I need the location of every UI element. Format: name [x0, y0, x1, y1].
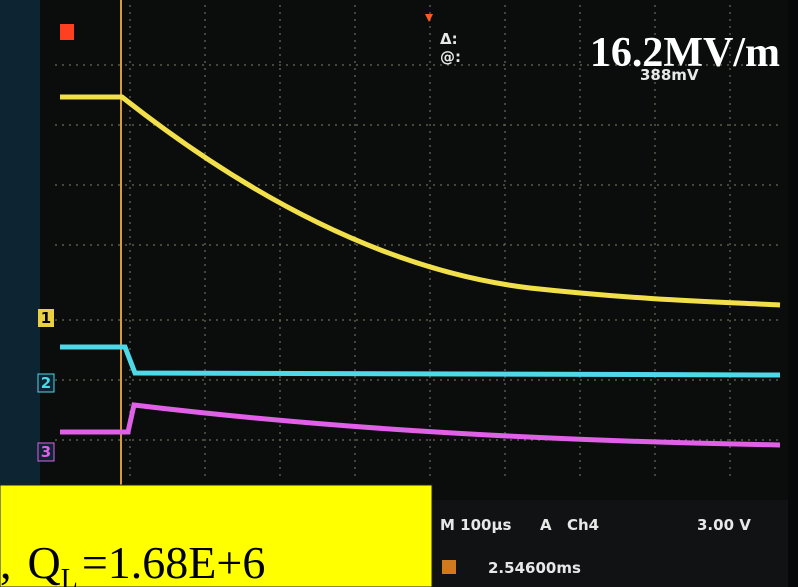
oscilloscope-photo: 1 2 3 Δ: @: 388mV 16.2MV/m M 100µs A Ch4…: [0, 0, 798, 587]
position-icon: [442, 560, 456, 574]
annotation-value: =1.68E+6: [82, 537, 265, 587]
timebase: M 100µs: [440, 516, 511, 534]
trigger-level: 3.00 V: [697, 516, 751, 534]
channel-label: 3: [41, 443, 51, 461]
annotation-subscript: L: [61, 564, 78, 587]
annotation-prefix: ,: [0, 537, 12, 587]
trigger-mode: A: [540, 516, 552, 534]
delta-label: Δ:: [440, 30, 458, 48]
at-label: @:: [440, 48, 461, 66]
annotation-symbol: Q: [28, 537, 61, 587]
channel-label: 2: [41, 374, 51, 392]
position: 2.54600ms: [488, 559, 581, 577]
field-label: 16.2MV/m: [590, 30, 780, 76]
annotation: , QL=1.68E+6: [0, 537, 265, 587]
page: 1 2 3 Δ: @: 388mV 16.2MV/m M 100µs A Ch4…: [0, 0, 798, 587]
trigger-icon: [60, 24, 74, 40]
status-bar: [432, 500, 788, 587]
trigger-source: Ch4: [567, 516, 599, 534]
channel-label: 1: [41, 309, 51, 327]
